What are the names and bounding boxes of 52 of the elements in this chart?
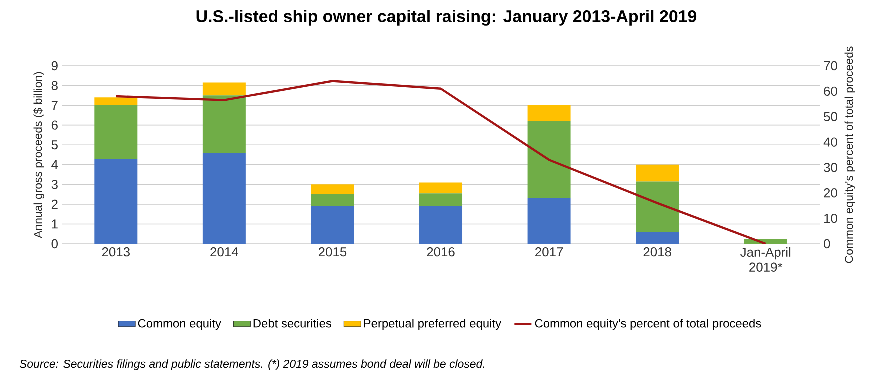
bar (202, 82, 246, 96)
y-tick-label: 1 (52, 220, 58, 229)
y-tick-label: 7 (52, 101, 58, 110)
x-tick-label: 2018 (644, 248, 672, 257)
y-tick-label: 6 (52, 120, 58, 130)
bar (636, 182, 680, 232)
bar (528, 121, 571, 199)
y-tick-label: 5 (52, 140, 58, 150)
x-tick-label: 2016 (427, 248, 455, 257)
y2-axis-title: Common equity's percent of total proceeds (844, 46, 856, 264)
bar (94, 158, 138, 244)
y2-tick-label: 30 (824, 163, 838, 172)
y2-tick-label: 0 (824, 239, 830, 249)
y2-tick-label: 50 (824, 112, 838, 122)
bar (420, 206, 463, 244)
bar (420, 182, 463, 194)
legend-label: Common equity (138, 319, 222, 330)
x-tick-label: 2013 (102, 248, 130, 257)
y-tick-label: 2 (52, 200, 58, 209)
y2-tick-label: 40 (824, 138, 838, 147)
y-axis-title: Annual gross proceeds ($ billion) (34, 72, 44, 238)
x-tick-label: Jan-April 2019* (740, 248, 791, 272)
y2-tick-label: 10 (824, 214, 838, 224)
x-tick-label: 2014 (210, 248, 238, 257)
source-note: Source: Securities filings and public statements. (*) 2019 assumes bond deal will be closed. (20, 360, 484, 370)
chart-title: U.S.-listed ship owner capital raising: January 2013-April 2019 (196, 10, 697, 26)
bar (636, 232, 680, 244)
y-tick-label: 4 (52, 160, 58, 170)
bar (202, 153, 246, 244)
legend-label: Perpetual preferred equity (364, 319, 502, 330)
bar (528, 106, 571, 122)
y2-tick-label: 60 (824, 86, 838, 96)
bar (94, 106, 138, 159)
bar (311, 194, 354, 206)
y2-tick-label: 20 (824, 188, 838, 198)
bar (202, 96, 246, 154)
bar (636, 164, 680, 182)
x-tick-label: 2015 (318, 248, 347, 257)
legend-label: Debt securities (254, 319, 332, 328)
bar (420, 194, 463, 206)
x-tick-label: 2017 (536, 248, 564, 257)
legend-label: Common equity's percent of total proceeds (535, 319, 762, 330)
bar (311, 184, 354, 195)
y-tick-label: 8 (52, 81, 58, 90)
y-tick-label: 3 (52, 180, 58, 190)
y-tick-label: 9 (52, 61, 58, 71)
bar (311, 206, 354, 244)
y2-tick-label: 70 (824, 61, 838, 71)
bar (528, 198, 571, 244)
y-tick-label: 0 (52, 239, 58, 249)
bar (94, 98, 138, 106)
line-series (115, 80, 767, 244)
